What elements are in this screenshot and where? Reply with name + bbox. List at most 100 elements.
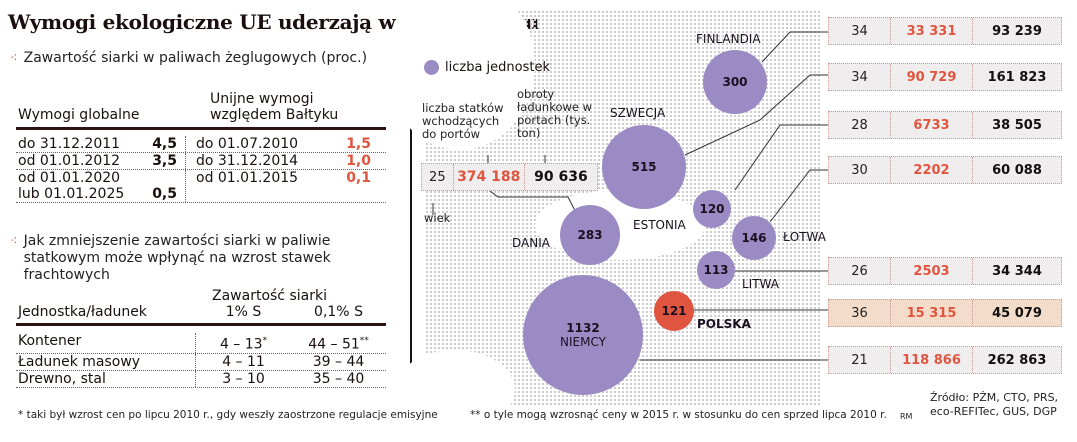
section2-heading: ⁖ Jak zmniejszenie zawartości siarki w pa… xyxy=(10,233,380,284)
bubble-finlandia: 300 xyxy=(703,50,767,114)
col-eu-header-line1: Unijne wymogi xyxy=(210,91,314,107)
ships-value: 90 729 xyxy=(891,64,973,90)
table-row: Kontener 4 – 13* 44 – 51** xyxy=(16,333,386,354)
age-value: 26 xyxy=(829,258,891,284)
unit-cell: Ładunek masowy xyxy=(16,353,196,370)
table-row: Ładunek masowy 4 – 11 39 – 44 xyxy=(16,353,386,371)
ships-value: 118 866 xyxy=(891,347,973,373)
age-legend-label: wiek xyxy=(424,211,451,225)
label-litwa: LITWA xyxy=(742,277,779,291)
bullet-icon: ⁖ xyxy=(10,51,18,66)
col-01pct-header: 0,1% S xyxy=(314,304,363,320)
ships-value: 2202 xyxy=(891,157,973,183)
col-unit-header: Jednostka/ładunek xyxy=(18,304,147,320)
cargo-value: 60 088 xyxy=(992,162,1042,178)
legend-label: liczba jednostek xyxy=(445,60,550,75)
label-estonia: ESTONIA xyxy=(633,218,686,232)
sea-mask xyxy=(395,350,515,430)
col-group-header: Zawartość siarki xyxy=(212,288,327,304)
divider xyxy=(16,323,386,326)
global-date-line1: od 01.01.2020 xyxy=(18,170,121,186)
author-initials: RM xyxy=(900,412,913,421)
cargo-value: 93 239 xyxy=(992,23,1042,39)
section2-heading-text: Jak zmniejszenie zawartości siarki w pal… xyxy=(23,233,331,283)
eu-value: 0,1 xyxy=(346,170,371,186)
footnote-mark: ** xyxy=(359,336,369,346)
value-text: 44 – 51 xyxy=(308,336,360,353)
ships-value: 374 188 xyxy=(454,164,525,190)
bubble-dania: 283 xyxy=(560,205,620,265)
footnote-1: * taki był wzrost cen po lipcu 2010 r., … xyxy=(18,409,438,421)
col-1pct-header: 1% S xyxy=(225,304,262,320)
label-finlandia: FINLANDIA xyxy=(696,32,761,46)
col-eu-header-line2: względem Bałtyku xyxy=(210,107,339,123)
section1-heading-text: Zawartość siarki w paliwach żeglugowych … xyxy=(23,50,368,66)
global-value: 4,5 xyxy=(144,136,186,152)
databox-estonia: 28 6733 38 505 xyxy=(828,111,1062,139)
databox-polska: 36 15 315 45 079 xyxy=(828,299,1062,327)
bubble-niemcy: 1132 NIEMCY xyxy=(523,275,643,395)
global-date: od 01.01.2012 xyxy=(18,153,121,169)
value-1pct: 4 – 13* xyxy=(196,333,291,353)
col-global-header: Wymogi globalne xyxy=(18,107,140,123)
cargo-value: 262 863 xyxy=(987,352,1047,368)
bubble-legend-icon xyxy=(424,60,439,75)
freight-table-header: Zawartość siarki Jednostka/ładunek 1% S … xyxy=(16,288,386,326)
bubble-estonia: 120 xyxy=(693,190,731,228)
cargo-value: 161 823 xyxy=(987,69,1047,85)
table-row: od 01.01.2012 3,5 do 31.12.2014 1,0 xyxy=(16,153,386,170)
bubble-value: 1132 xyxy=(566,321,600,335)
age-value: 36 xyxy=(829,300,891,326)
sulfur-requirements-table: Wymogi globalne Unijne wymogi względem B… xyxy=(16,85,386,203)
label-polska: POLSKA xyxy=(697,317,751,331)
eu-value: 1,0 xyxy=(346,153,371,169)
databox-finlandia: 34 33 331 93 239 xyxy=(828,17,1062,45)
databox-niemcy: 21 118 866 262 863 xyxy=(828,346,1062,374)
value-text: 4 – 13 xyxy=(219,336,263,353)
ships-value: 6733 xyxy=(891,112,973,138)
eu-value: 1,5 xyxy=(346,136,371,152)
table-row: do 31.12.2011 4,5 do 01.07.2010 1,5 xyxy=(16,136,386,153)
global-value: 3,5 xyxy=(144,153,186,169)
age-value: 34 xyxy=(829,18,891,44)
cargo-value: 38 505 xyxy=(992,117,1042,133)
age-value: 28 xyxy=(829,112,891,138)
section1-heading: ⁖ Zawartość siarki w paliwach żeglugowych… xyxy=(10,50,367,67)
global-date: do 31.12.2011 xyxy=(18,136,121,152)
value-01pct: 44 – 51** xyxy=(291,333,386,353)
value-01pct: 39 – 44 xyxy=(312,353,365,370)
bubble-lotwa: 146 xyxy=(732,216,776,260)
age-value: 25 xyxy=(422,164,454,190)
global-date: od 01.01.2020 lub 01.01.2025 xyxy=(16,170,144,202)
table-row: od 01.01.2020 lub 01.01.2025 0,5 od 01.0… xyxy=(16,170,386,203)
global-date-line2: lub 01.01.2025 xyxy=(18,186,125,202)
value-1pct: 3 – 10 xyxy=(222,370,265,387)
cargo-value: 34 344 xyxy=(992,263,1042,279)
label-dania: DANIA xyxy=(512,236,550,250)
bubble-litwa: 113 xyxy=(697,251,735,289)
legend: liczba jednostek xyxy=(424,60,550,75)
ships-value: 15 315 xyxy=(891,300,973,326)
label-szwecja: SZWECJA xyxy=(610,106,666,120)
bubble-polska: 121 xyxy=(654,291,694,331)
cargo-value: 90 636 xyxy=(534,169,588,185)
source-line2: eco-REFITec, GUS, DGP xyxy=(930,405,1057,418)
sea-mask xyxy=(385,0,535,150)
eu-date: do 01.07.2010 xyxy=(196,136,299,152)
eu-date: od 01.01.2015 xyxy=(196,170,299,186)
unit-cell: Kontener xyxy=(16,333,196,353)
label-lotwa: ŁOTWA xyxy=(783,230,826,244)
footnote-mark: * xyxy=(262,336,268,346)
label-niemcy: NIEMCY xyxy=(560,335,606,349)
databox-lotwa: 30 2202 60 088 xyxy=(828,156,1062,184)
ships-legend-label: liczba statków wchodzących do portów xyxy=(422,101,504,141)
ships-value: 2503 xyxy=(891,258,973,284)
unit-cell: Drewno, stal xyxy=(16,370,196,387)
value-1pct: 4 – 11 xyxy=(222,353,265,370)
cargo-value: 45 079 xyxy=(992,305,1042,321)
databox-litwa: 26 2503 34 344 xyxy=(828,257,1062,285)
source: Źródło: PŻM, CTO, PRS, eco-REFITec, GUS,… xyxy=(930,391,1058,419)
value-01pct: 35 – 40 xyxy=(312,370,365,387)
freight-table: Kontener 4 – 13* 44 – 51** Ładunek masow… xyxy=(16,333,386,388)
age-value: 21 xyxy=(829,347,891,373)
